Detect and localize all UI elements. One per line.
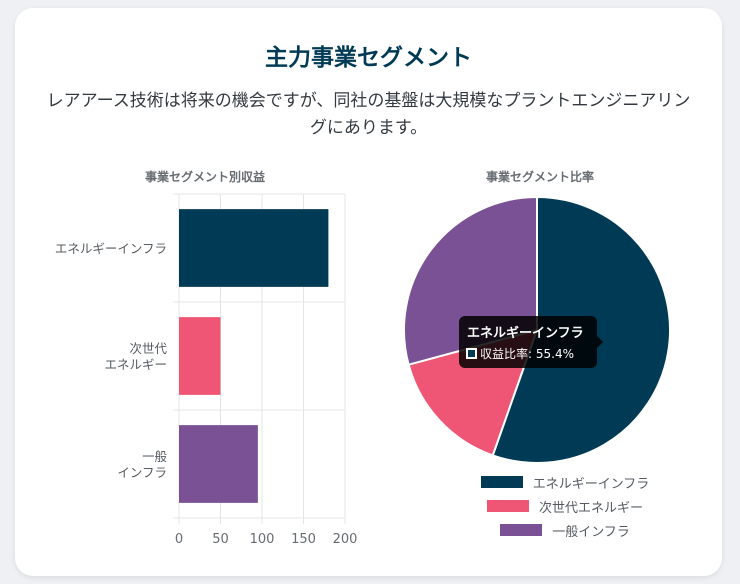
tooltip-label: 収益比率: 55.4%	[480, 347, 574, 361]
legend-item[interactable]: 一般インフラ	[440, 518, 690, 542]
card-title: 主力事業セグメント	[265, 45, 472, 71]
tooltip-title: エネルギーインフラ	[467, 326, 584, 341]
legend-label: 一般インフラ	[552, 524, 630, 540]
tooltip-row: 収益比率: 55.4%	[466, 345, 574, 362]
legend-label: エネルギーインフラ	[532, 476, 650, 492]
legend-item[interactable]: 次世代エネルギー	[440, 494, 690, 518]
bar[interactable]	[179, 209, 329, 287]
legend-swatch	[480, 476, 523, 488]
x-tick-label: 200	[333, 532, 358, 547]
tooltip-swatch	[466, 348, 477, 359]
bar-chart-title: 事業セグメント別収益	[144, 170, 265, 184]
x-tick-label: 100	[250, 532, 275, 547]
pie-chart-title: 事業セグメント比率	[485, 170, 594, 184]
legend-item[interactable]: エネルギーインフラ	[440, 470, 690, 494]
category-label: エネルギーインフラ	[55, 241, 167, 256]
x-tick-label: 0	[175, 532, 183, 547]
x-tick-label: 50	[212, 532, 229, 547]
pie-tooltip: エネルギーインフラ 収益比率: 55.4%	[459, 316, 603, 368]
legend-swatch	[500, 524, 543, 536]
tooltip-arrow	[597, 336, 603, 348]
bar[interactable]	[179, 425, 258, 503]
bar[interactable]	[179, 317, 221, 395]
x-tick-label: 150	[291, 532, 316, 547]
category-label: インフラ	[117, 465, 167, 480]
pie-legend: エネルギーインフラ 次世代エネルギー 一般インフラ	[440, 470, 690, 542]
category-label: 一般	[142, 449, 168, 464]
category-label: エネルギー	[104, 357, 167, 372]
legend-label: 次世代エネルギー	[538, 500, 643, 516]
card-subtitle: レアアース技術は将来の機会ですが、同社の基盤は大規模なプラントエンジニアリングに…	[46, 91, 691, 138]
legend-swatch	[486, 500, 529, 512]
category-label: 次世代	[129, 341, 167, 356]
